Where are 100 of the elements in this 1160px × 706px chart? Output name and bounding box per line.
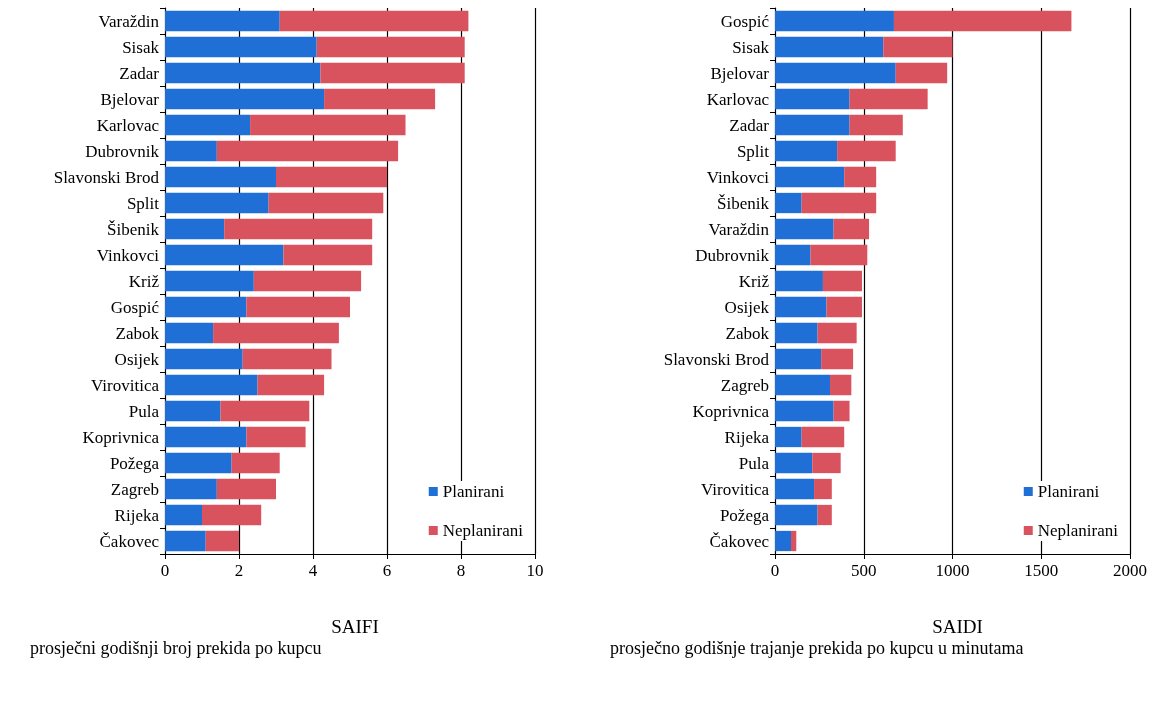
bar xyxy=(165,36,317,58)
y-tick-label: Sisak xyxy=(122,37,160,57)
bar xyxy=(775,10,894,32)
bar xyxy=(883,36,953,58)
y-tick-label: Karlovac xyxy=(706,89,770,109)
x-tick-label: 8 xyxy=(456,561,466,580)
y-tick-label: Vinkovci xyxy=(96,245,160,265)
bar xyxy=(775,504,818,526)
bar xyxy=(165,452,232,474)
bar xyxy=(216,478,276,500)
bar xyxy=(224,218,373,240)
y-tick-label: Požega xyxy=(719,505,770,525)
x-tick-label: 0 xyxy=(160,561,170,580)
y-tick-label: Slavonski Brod xyxy=(53,167,160,187)
y-tick-label: Dubrovnik xyxy=(85,141,160,161)
y-tick-label: Vinkovci xyxy=(706,167,770,187)
bar xyxy=(775,62,896,84)
bar xyxy=(165,296,247,318)
y-tick-label: Virovitica xyxy=(91,375,160,395)
y-tick-label: Bjelovar xyxy=(100,89,160,109)
y-tick-label: Split xyxy=(126,193,160,213)
bar xyxy=(165,10,280,32)
bar xyxy=(775,166,845,188)
legend-label: Neplanirani xyxy=(442,521,524,540)
bar xyxy=(253,270,362,292)
y-tick-label: Čakovec xyxy=(709,531,770,551)
bar xyxy=(775,374,831,396)
text: SAIFI xyxy=(331,616,379,637)
bar xyxy=(837,140,896,162)
bar xyxy=(213,322,339,344)
y-tick-label: Koprivnica xyxy=(82,427,160,447)
bar xyxy=(895,62,948,84)
bar xyxy=(775,88,850,110)
bar xyxy=(817,504,832,526)
bar xyxy=(165,400,221,422)
y-tick-label: Čakovec xyxy=(99,531,160,551)
y-tick-label: Zabok xyxy=(115,323,160,343)
y-tick-label: Virovitica xyxy=(701,479,770,499)
y-tick-label: Gospić xyxy=(720,11,770,31)
bar xyxy=(833,218,870,240)
bar xyxy=(257,374,325,396)
bar xyxy=(801,192,877,214)
y-tick-label: Osijek xyxy=(724,297,770,317)
bar xyxy=(775,114,850,136)
bar xyxy=(231,452,280,474)
bar xyxy=(165,270,254,292)
bar xyxy=(324,88,436,110)
bar xyxy=(830,374,852,396)
legend-label: Planirani xyxy=(442,482,505,501)
bar xyxy=(849,114,903,136)
bar xyxy=(833,400,850,422)
bar xyxy=(268,192,384,214)
x-tick-label: 500 xyxy=(851,561,877,580)
bar xyxy=(775,400,834,422)
bar xyxy=(775,322,818,344)
text: prosječni godišnji broj prekida po kupcu xyxy=(30,638,322,658)
y-tick-label: Rijeka xyxy=(724,427,770,447)
y-tick-label: Požega xyxy=(109,453,160,473)
y-tick-label: Karlovac xyxy=(96,115,160,135)
y-tick-label: Šibenik xyxy=(717,193,770,213)
bar xyxy=(775,426,802,448)
text: SAIDI xyxy=(932,616,983,637)
y-tick-label: Zadar xyxy=(729,115,770,135)
bar xyxy=(810,244,868,266)
bar xyxy=(775,530,791,552)
bar xyxy=(817,322,857,344)
y-tick-label: Dubrovnik xyxy=(695,245,770,265)
bar xyxy=(775,348,822,370)
bar xyxy=(165,218,225,240)
bar xyxy=(165,192,269,214)
bar xyxy=(202,504,262,526)
bar xyxy=(220,400,310,422)
bar xyxy=(279,10,469,32)
bar xyxy=(775,270,823,292)
y-tick-label: Rijeka xyxy=(114,505,160,525)
bar xyxy=(775,36,884,58)
bar xyxy=(165,322,214,344)
bar xyxy=(250,114,406,136)
bar xyxy=(790,530,797,552)
x-tick-label: 2000 xyxy=(1113,561,1147,580)
bar xyxy=(165,478,217,500)
y-tick-label: Križ xyxy=(738,271,770,291)
y-tick-label: Zagreb xyxy=(720,375,769,395)
y-tick-label: Pula xyxy=(128,401,160,421)
bar xyxy=(316,36,465,58)
x-tick-label: 4 xyxy=(308,561,318,580)
bar xyxy=(165,62,321,84)
text: prosječno godišnje trajanje prekida po kupcu u minutama xyxy=(610,638,1024,658)
bar xyxy=(216,140,399,162)
x-tick-label: 1000 xyxy=(935,561,970,580)
bar xyxy=(283,244,373,266)
x-tick-label: 2 xyxy=(234,561,244,580)
y-tick-label: Šibenik xyxy=(107,219,160,239)
bar xyxy=(205,530,239,552)
bar xyxy=(165,426,247,448)
legend-label: Neplanirani xyxy=(1037,521,1119,540)
bar xyxy=(165,504,202,526)
bar xyxy=(276,166,387,188)
bar xyxy=(775,478,815,500)
y-tick-label: Gospić xyxy=(110,297,160,317)
